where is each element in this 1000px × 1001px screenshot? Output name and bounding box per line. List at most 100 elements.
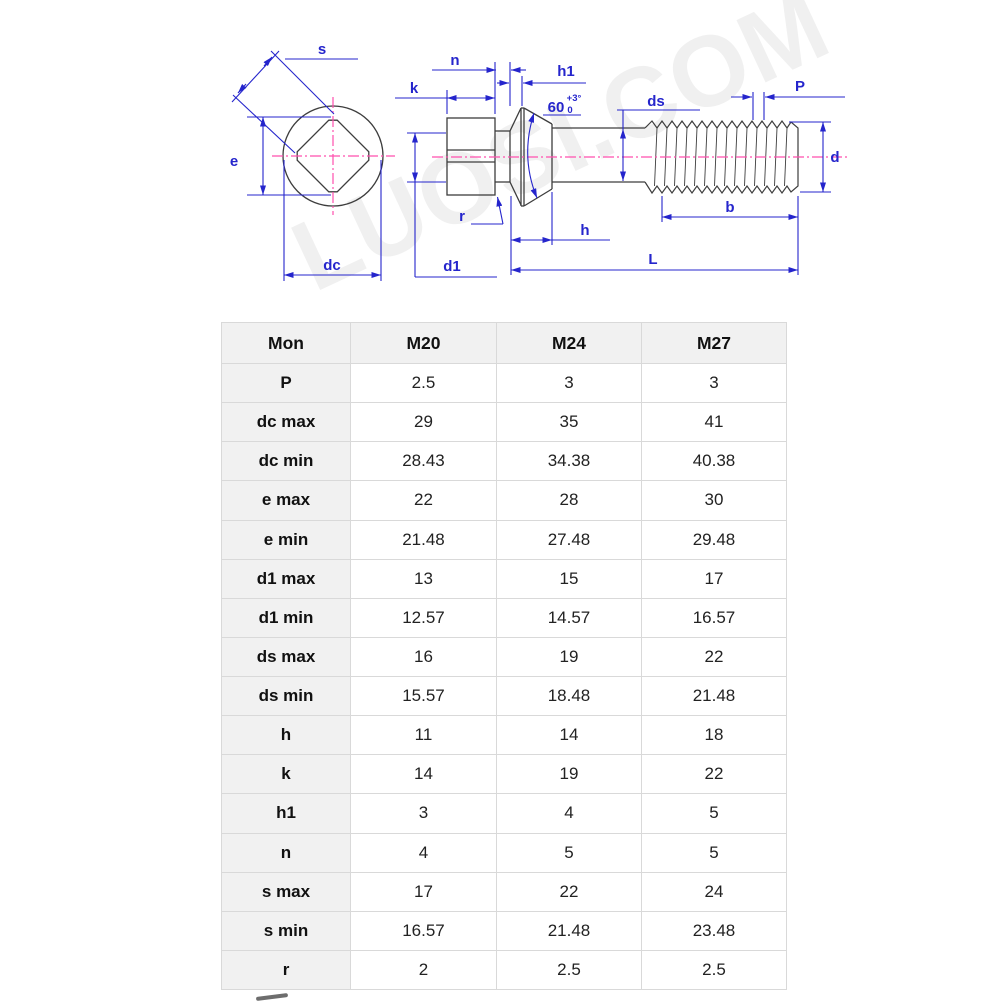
row-label: r — [221, 949, 351, 991]
table-row: d1 max 13 15 17 — [221, 558, 787, 599]
row-label: n — [221, 832, 351, 873]
dim-ds — [617, 109, 700, 181]
dim-b — [661, 196, 798, 222]
row-value: 2.5 — [496, 949, 642, 991]
row-value: 2.5 — [641, 949, 787, 991]
label-n: n — [450, 52, 459, 69]
dim-s — [231, 50, 358, 154]
row-label: h1 — [221, 793, 351, 834]
header-cell-m24: M24 — [496, 322, 642, 364]
spec-table: Mon M20 M24 M27 P 2.5 3 3 dc max 29 35 41 dc min… — [221, 322, 787, 991]
row-value: 24 — [641, 871, 787, 912]
dim-e — [247, 116, 331, 196]
spec-table-body: P 2.5 3 3 dc max 29 35 41 dc min 28.43 34.38 40.38 e… — [221, 362, 787, 991]
row-value: 17 — [641, 558, 787, 599]
label-b: b — [725, 199, 734, 216]
label-L: L — [648, 251, 657, 268]
header-cell-m27: M27 — [641, 322, 787, 364]
row-value: 16.57 — [641, 597, 787, 638]
table-row: h 11 14 18 — [221, 715, 787, 756]
row-value: 5 — [641, 793, 787, 834]
row-value: 21.48 — [350, 519, 497, 560]
row-value: 15 — [496, 558, 642, 599]
row-value: 21.48 — [496, 910, 642, 951]
row-label: d1 min — [221, 597, 351, 638]
row-label: s max — [221, 871, 351, 912]
dim-angle-60 — [527, 112, 581, 199]
label-r: r — [459, 208, 465, 225]
row-value: 22 — [641, 754, 787, 795]
header-cell-mon: Mon — [221, 322, 351, 364]
row-value: 28.43 — [350, 441, 497, 482]
dim-d — [789, 121, 831, 193]
row-value: 2.5 — [350, 362, 497, 404]
row-value: 18 — [641, 715, 787, 756]
collar-bottom-diagonal — [509, 181, 522, 206]
row-value: 4 — [496, 793, 642, 834]
label-d1: d1 — [443, 258, 461, 275]
dim-h1 — [497, 76, 586, 106]
table-row: s max 17 22 24 — [221, 871, 787, 912]
label-e: e — [230, 153, 238, 170]
row-value: 5 — [496, 832, 642, 873]
row-label: e max — [221, 480, 351, 521]
table-row: ds max 16 19 22 — [221, 636, 787, 678]
spec-table-header: Mon M20 M24 M27 — [221, 322, 787, 364]
row-value: 23.48 — [641, 910, 787, 951]
table-row: k 14 19 22 — [221, 754, 787, 795]
header-cell-m20: M20 — [350, 322, 497, 364]
row-value: 28 — [496, 480, 642, 521]
label-k: k — [410, 80, 419, 97]
row-label: e min — [221, 519, 351, 560]
row-value: 19 — [496, 754, 642, 795]
label-h: h — [580, 222, 589, 239]
row-value: 21.48 — [641, 675, 787, 717]
row-value: 3 — [496, 362, 642, 404]
row-value: 4 — [350, 832, 497, 873]
row-value: 40.38 — [641, 441, 787, 482]
table-row: d1 min 12.57 14.57 16.57 — [221, 597, 787, 638]
row-value: 14 — [496, 715, 642, 756]
row-value: 14.57 — [496, 597, 642, 638]
row-value: 17 — [350, 871, 497, 912]
row-value: 5 — [641, 832, 787, 873]
row-label: dc min — [221, 441, 351, 482]
s-dimension-line — [231, 50, 280, 103]
technical-drawing: s e dc k n h1 60 +3° 0 ds P d r h b d1 L — [230, 41, 848, 281]
label-dc: dc — [323, 257, 341, 274]
row-value: 13 — [350, 558, 497, 599]
label-d: d — [830, 149, 839, 166]
dimension-labels: s e dc k n h1 60 +3° 0 ds P d r h b d1 L — [230, 41, 840, 275]
table-row: P 2.5 3 3 — [221, 362, 787, 404]
row-value: 22 — [641, 636, 787, 678]
row-value: 30 — [641, 480, 787, 521]
row-label: s min — [221, 910, 351, 951]
dim-h — [511, 192, 610, 245]
collar-top-diagonal — [509, 107, 522, 132]
table-row: dc max 29 35 41 — [221, 402, 787, 443]
row-value: 14 — [350, 754, 497, 795]
dimensions — [231, 50, 845, 281]
s-extension-1 — [270, 50, 335, 115]
dim-n — [432, 62, 526, 106]
dim-r — [471, 196, 504, 225]
s-extension-2 — [232, 94, 296, 154]
cone-top-slant — [523, 107, 553, 125]
row-value: 35 — [496, 402, 642, 443]
row-value: 2 — [350, 949, 497, 991]
row-label: ds min — [221, 675, 351, 717]
square-head-outline — [296, 119, 370, 193]
header-row: Mon M20 M24 M27 — [221, 322, 787, 364]
table-row: ds min 15.57 18.48 21.48 — [221, 675, 787, 717]
row-label: dc max — [221, 402, 351, 443]
dim-L — [510, 196, 799, 275]
dim-dc — [283, 160, 382, 281]
row-value: 3 — [350, 793, 497, 834]
row-value: 15.57 — [350, 675, 497, 717]
row-label: k — [221, 754, 351, 795]
table-row: e min 21.48 27.48 29.48 — [221, 519, 787, 560]
label-s: s — [318, 41, 326, 58]
label-angle: 60 — [548, 99, 565, 116]
row-value: 29.48 — [641, 519, 787, 560]
